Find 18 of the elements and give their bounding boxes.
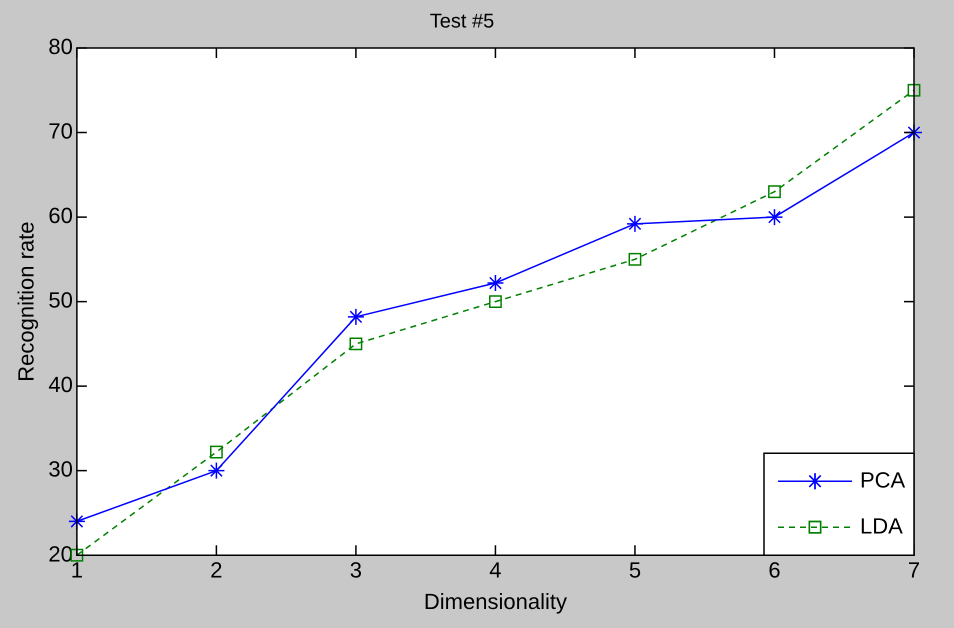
y-tick-label: 80	[48, 34, 73, 60]
y-tick-label: 30	[48, 456, 73, 482]
y-tick-label: 40	[48, 372, 73, 398]
y-tick-label: 50	[48, 288, 73, 313]
x-axis-title: Dimensionality	[424, 588, 567, 614]
legend-label: PCA	[860, 467, 906, 492]
legend-label: LDA	[860, 513, 904, 538]
y-tick-label: 60	[48, 203, 73, 228]
chart-title: Test #5	[430, 10, 494, 33]
x-tick-label: 3	[350, 557, 362, 582]
x-tick-label: 4	[489, 557, 502, 582]
x-tick-label: 6	[768, 557, 781, 582]
x-tick-label: 1	[70, 557, 83, 582]
x-tick-label: 7	[908, 557, 920, 582]
y-tick-label: 70	[48, 118, 73, 144]
x-tick-label: 5	[628, 557, 642, 582]
y-axis-title: Recognition rate	[13, 221, 38, 382]
x-tick-label: 2	[210, 557, 223, 582]
